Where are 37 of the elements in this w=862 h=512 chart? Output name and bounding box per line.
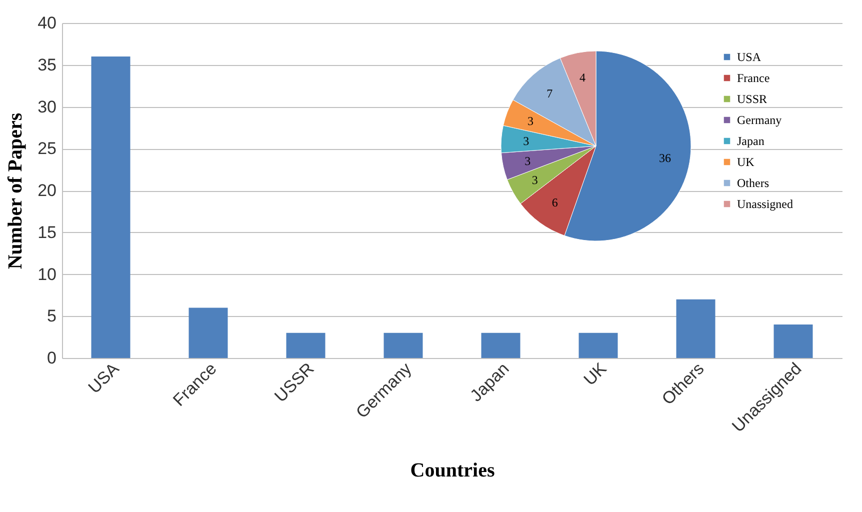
legend-label: UK [737, 155, 755, 169]
x-axis-title: Countries [410, 459, 495, 482]
bar [188, 308, 228, 358]
y-tick-label: 10 [38, 264, 56, 284]
y-tick-label: 15 [38, 222, 56, 242]
legend-label: Unassigned [737, 197, 793, 211]
x-tick-label: UK [580, 358, 611, 390]
legend-label: Others [737, 176, 770, 190]
bar [91, 56, 130, 358]
bar [774, 324, 813, 358]
y-tick-label: 5 [47, 306, 56, 326]
y-tick-label: 20 [38, 181, 56, 200]
y-tick-label: 0 [47, 348, 56, 368]
y-tick-label: 35 [38, 55, 56, 74]
y-tick-label: 25 [38, 139, 56, 158]
data-label: 3 [523, 134, 530, 148]
data-label: 4 [580, 70, 586, 84]
bar [481, 332, 520, 358]
x-tick-label: USA [84, 358, 124, 398]
legend-label: France [737, 71, 770, 85]
bar [286, 332, 326, 358]
bar [676, 299, 716, 358]
y-tick-label: 40 [38, 14, 56, 32]
bar [578, 332, 618, 358]
data-label: 3 [528, 114, 534, 128]
data-label: 3 [524, 154, 531, 168]
legend-label: Japan [737, 134, 764, 148]
legend-label: USA [737, 50, 762, 64]
bar [384, 332, 423, 358]
y-tick-label: 30 [38, 97, 56, 116]
data-label: 6 [552, 196, 558, 210]
data-label: 7 [546, 86, 553, 101]
data-label: 36 [659, 150, 671, 165]
legend-label: USSR [737, 92, 768, 106]
y-axis-title: Number of Papers [4, 112, 27, 270]
data-label: 3 [532, 173, 538, 188]
legend-label: Germany [737, 113, 782, 127]
